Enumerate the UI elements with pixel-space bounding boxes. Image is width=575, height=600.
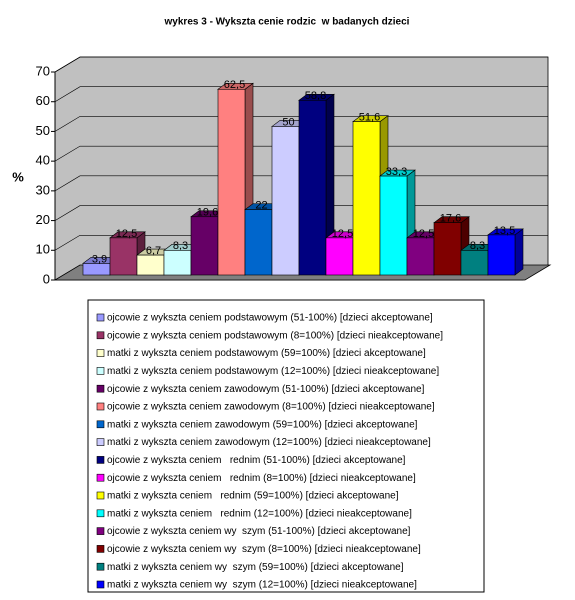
y-tick-label: 20 [36, 212, 50, 227]
data-label: 12,5 [413, 228, 434, 240]
bar [217, 88, 246, 276]
data-label: 33,3 [386, 166, 407, 178]
legend-swatch [96, 580, 105, 589]
data-label: 17,6 [440, 213, 461, 225]
grid-line [54, 56, 548, 73]
bar [109, 237, 138, 276]
legend-text: ojcowie z wykszta ceniem podstawowym (8=… [107, 330, 443, 341]
bar [460, 250, 489, 276]
legend-text: ojcowie z wykszta ceniem zawodowym (51-1… [107, 384, 425, 395]
bar [136, 254, 165, 276]
bar [433, 222, 462, 276]
legend-swatch [96, 384, 105, 393]
data-label: 8,3 [470, 240, 485, 252]
legend-text: ojcowie z wykszta ceniem wy szym (51-100… [107, 526, 411, 537]
data-label: 12,5 [116, 228, 137, 240]
bar [487, 234, 516, 276]
bar [325, 237, 354, 276]
bar [406, 237, 435, 276]
legend-text: matki z wykszta ceniem rednim (12=100%) … [107, 508, 412, 519]
legend-swatch [96, 367, 105, 375]
bar [163, 250, 192, 276]
grid-line [54, 86, 548, 102]
y-tick-label: 50 [36, 123, 50, 138]
legend-swatch [96, 473, 105, 482]
data-label: 51,6 [359, 112, 380, 124]
legend-swatch [96, 420, 105, 429]
legend-swatch [96, 562, 105, 571]
legend-text: matki z wykszta ceniem zawodowym (12=100… [107, 437, 431, 448]
legend-swatch [96, 438, 105, 446]
legend-text: matki z wykszta ceniem wy szym (59=100%)… [107, 562, 404, 573]
y-tick-label: 0 [43, 271, 50, 286]
data-label: 13,5 [494, 225, 515, 237]
y-axis-label: % [12, 169, 24, 184]
data-label: 12,5 [332, 228, 353, 240]
legend-text: ojcowie z wykszta ceniem rednim (51-100%… [107, 455, 406, 466]
legend-text: ojcowie z wykszta ceniem rednim (8=100%)… [107, 473, 416, 484]
bar [379, 175, 408, 276]
legend-swatch [96, 313, 105, 322]
legend-swatch [96, 402, 105, 411]
data-label: 62,5 [224, 79, 245, 91]
bar-side [514, 228, 524, 276]
bar [244, 209, 273, 276]
legend-swatch [96, 456, 105, 464]
data-label: 6,7 [146, 245, 161, 257]
legend [87, 299, 485, 593]
data-label: 22 [255, 200, 267, 212]
legend-text: ojcowie z wykszta ceniem zawodowym (8=10… [107, 402, 435, 413]
legend-text: matki z wykszta ceniem wy szym (12=100%)… [107, 580, 417, 591]
data-label: 3,9 [92, 253, 107, 265]
legend-text: matki z wykszta ceniem zawodowym (59=100… [107, 419, 418, 430]
y-tick-label: 70 [36, 63, 50, 78]
grid-line [54, 145, 548, 162]
legend-swatch [96, 509, 105, 518]
bar [271, 126, 300, 276]
data-label: 8,3 [173, 240, 188, 252]
y-tick-label: 30 [36, 182, 50, 197]
legend-text: matki z wykszta ceniem podstawowym (12=1… [107, 366, 439, 377]
legend-swatch [96, 491, 105, 500]
legend-swatch [96, 331, 105, 340]
bar [352, 121, 381, 276]
legend-swatch [96, 349, 105, 357]
legend-text: matki z wykszta ceniem podstawowym (59=1… [107, 348, 426, 359]
grid-line [54, 116, 548, 132]
bar [190, 216, 219, 276]
legend-text: matki z wykszta ceniem rednim (59=100%) … [107, 491, 399, 502]
legend-text: ojcowie z wykszta ceniem wy szym (8=100%… [107, 544, 421, 555]
legend-swatch [96, 527, 105, 535]
data-label: 58,8 [305, 90, 326, 102]
y-tick-label: 10 [36, 242, 50, 257]
y-tick-label: 40 [36, 153, 50, 168]
bar [298, 99, 327, 276]
data-label: 19,6 [197, 207, 218, 219]
chart-title: wykres 3 - Wykszta cenie rodzic w badany… [164, 17, 410, 28]
data-label: 50 [282, 116, 294, 128]
legend-text: ojcowie z wykszta ceniem podstawowym (51… [107, 313, 433, 324]
legend-swatch [96, 545, 105, 553]
y-tick-label: 60 [36, 93, 50, 108]
